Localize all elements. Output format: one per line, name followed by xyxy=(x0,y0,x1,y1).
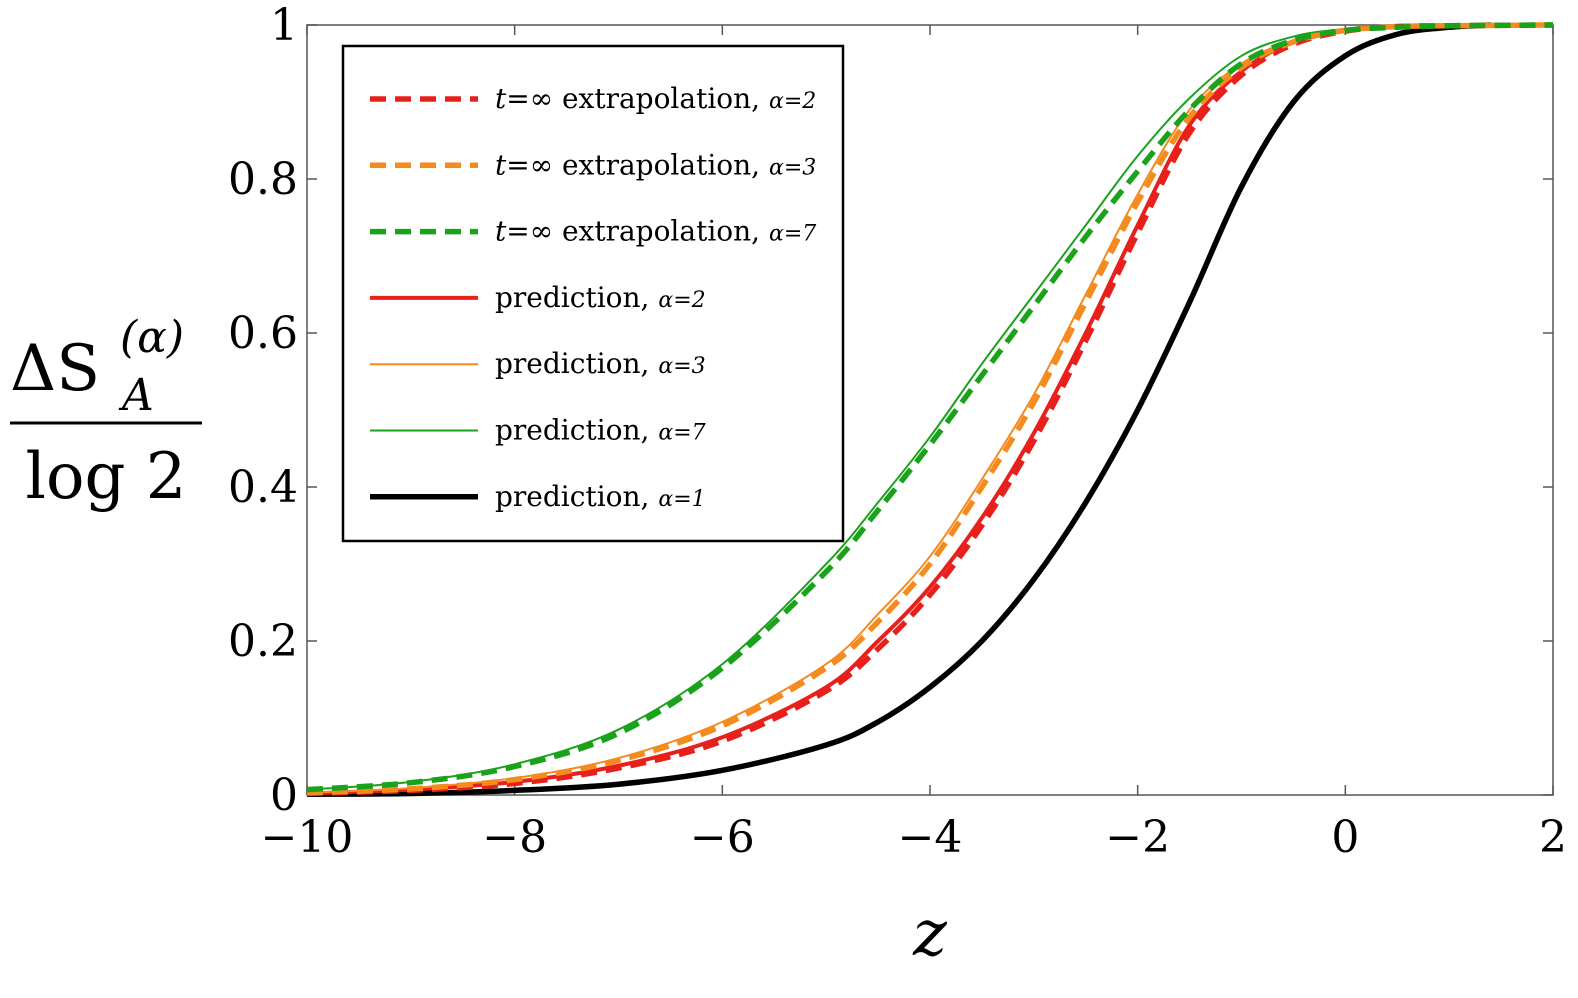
x-tick-label: −4 xyxy=(898,812,963,863)
y-tick-label: 0.8 xyxy=(228,154,298,205)
y-axis-label-denominator: log 2 xyxy=(25,440,186,514)
y-tick-label: 0 xyxy=(270,770,298,821)
series-layer xyxy=(306,22,1554,797)
y-tick-label: 0.6 xyxy=(228,308,298,359)
legend-label-5: prediction, α=3 xyxy=(495,347,706,380)
x-axis-label: z xyxy=(912,897,948,971)
legend-label-7: prediction, α=1 xyxy=(495,480,706,513)
x-tick-label: −10 xyxy=(261,812,354,863)
series-line-3 xyxy=(306,22,1554,793)
legend-label-4: prediction, α=2 xyxy=(495,281,706,314)
legend: t=∞ extrapolation, α=2 t=∞ extrapolation,… xyxy=(341,44,845,543)
legend-label-6: prediction, α=7 xyxy=(495,414,706,447)
x-tick-label: −6 xyxy=(690,812,755,863)
y-axis-label-subscript: A xyxy=(118,370,154,421)
ticks-layer: −10 −8 −6 −4 −2 0 2 0 0.2 0.4 0.6 0.8 1 xyxy=(228,0,1567,863)
x-tick-label: 2 xyxy=(1539,812,1567,863)
legend-label-3: t=∞ extrapolation, α=7 xyxy=(495,215,816,248)
legend-label-2: t=∞ extrapolation, α=3 xyxy=(495,148,816,181)
legend-box xyxy=(341,44,845,543)
x-tick-label: −8 xyxy=(482,812,547,863)
legend-items: t=∞ extrapolation, α=2 t=∞ extrapolation,… xyxy=(370,82,816,513)
legend-label-1: t=∞ extrapolation, α=2 xyxy=(495,82,816,115)
series-line-7 xyxy=(306,22,1491,797)
y-tick-label: 0.2 xyxy=(228,616,298,667)
y-axis-label: ΔS (α) A log 2 xyxy=(10,312,202,514)
x-tick-label: 0 xyxy=(1331,812,1359,863)
y-tick-label: 1 xyxy=(270,0,298,51)
x-tick-label: −2 xyxy=(1105,812,1170,863)
y-axis-label-numerator: ΔS xyxy=(10,332,100,406)
y-axis-label-superscript: (α) xyxy=(120,312,184,363)
y-tick-label: 0.4 xyxy=(228,462,298,513)
